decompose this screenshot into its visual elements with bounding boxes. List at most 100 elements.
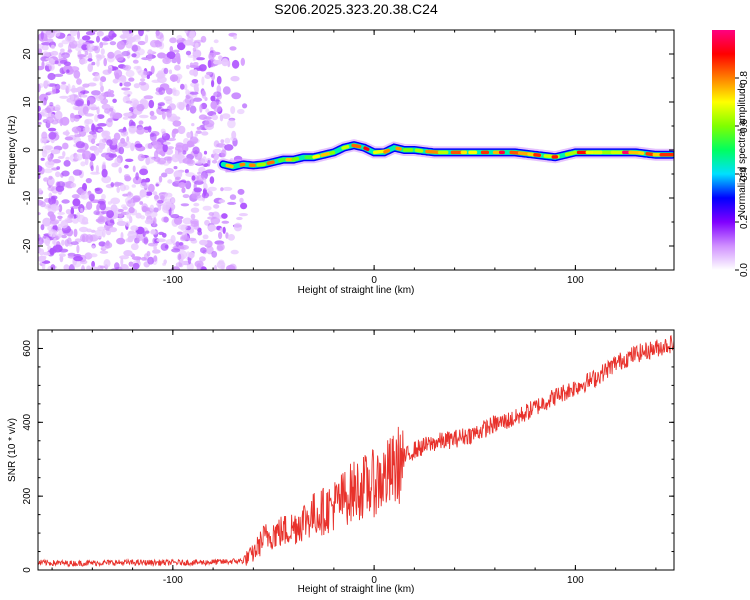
heatmap-noise-cell [100, 85, 104, 93]
heatmap-noise-cell [112, 78, 119, 84]
heatmap-noise-cell [38, 212, 41, 216]
heatmap-noise-cell [64, 136, 74, 141]
heatmap-noise-cell [230, 106, 236, 114]
heatmap-noise-cell [52, 244, 63, 253]
heatmap-noise-cell [74, 238, 83, 243]
heatmap-noise-cell [185, 103, 190, 111]
heatmap-noise-cell [48, 127, 57, 132]
heatmap-noise-cell [61, 52, 70, 59]
heatmap-noise-cell [77, 54, 87, 58]
heatmap-noise-cell [131, 184, 136, 188]
heatmap-noise-cell [71, 194, 80, 199]
heatmap-noise-cell [86, 201, 93, 210]
heatmap-noise-cell [200, 247, 207, 254]
heatmap-noise-cell [47, 72, 56, 81]
heatmap-noise-cell [119, 255, 130, 260]
heatmap-noise-cell [107, 117, 113, 123]
heatmap-noise-cell [144, 34, 149, 44]
heatmap-noise-cell [106, 139, 113, 146]
heatmap-noise-cell [117, 213, 124, 217]
heatmap-noise-cell [230, 136, 238, 141]
heatmap-noise-cell [38, 174, 41, 179]
heatmap-noise-cell [80, 207, 84, 213]
heatmap-noise-cell [61, 81, 67, 85]
heatmap-noise-cell [61, 234, 67, 239]
heatmap-noise-cell [171, 129, 176, 139]
heatmap-noise-cell [125, 238, 134, 243]
heatmap-noise-cell [79, 58, 88, 64]
heatmap-noise-cell [201, 131, 209, 136]
heatmap-noise-cell [94, 147, 100, 156]
signal-track-hotspot [278, 157, 285, 163]
heatmap-noise-cell [221, 149, 227, 158]
heatmap-noise-cell [142, 71, 150, 76]
heatmap-noise-cell [88, 194, 95, 202]
heatmap-noise-cell [93, 210, 100, 216]
heatmap-noise-cell [199, 104, 203, 113]
heatmap-noise-cell [59, 59, 68, 65]
heatmap-noise-cell [100, 76, 107, 83]
heatmap-noise-cell [81, 44, 89, 51]
heatmap-noise-cell [122, 64, 132, 71]
signal-track-hotspot [312, 154, 321, 159]
heatmap-noise-cell [133, 65, 141, 70]
heatmap-noise-cell [65, 156, 70, 161]
colorbar-gradient [712, 30, 735, 270]
heatmap-noise-cell [171, 248, 181, 253]
heatmap-noise-cell [137, 40, 146, 46]
heatmap-noise-cell [91, 245, 95, 249]
spectrogram-y-label: Frequency (Hz) [7, 116, 18, 185]
signal-track-band [219, 141, 674, 171]
heatmap-noise-cell [101, 193, 106, 200]
heatmap-noise-cell [177, 125, 186, 135]
heatmap-noise-cell [146, 30, 150, 33]
heatmap-noise-cell [189, 91, 199, 95]
heatmap-noise-cell [173, 216, 183, 225]
heatmap-noise-cell [200, 266, 207, 270]
heatmap-noise-cell [202, 156, 207, 165]
heatmap-noise-cell [204, 119, 215, 128]
heatmap-noise-cell [122, 193, 128, 197]
heatmap-noise-cell [41, 131, 48, 140]
heatmap-noise-cell [106, 210, 114, 219]
heatmap-noise-cell [107, 51, 115, 59]
heatmap-noise-cell [180, 203, 190, 207]
heatmap-noise-cell [148, 99, 155, 109]
heatmap-noise-cell [61, 39, 70, 45]
heatmap-noise-cell [137, 153, 145, 162]
heatmap-noise-cell [222, 86, 231, 95]
heatmap-noise-cell [84, 113, 95, 117]
heatmap-noise-cell [40, 31, 44, 40]
heatmap-noise-cell [201, 191, 209, 199]
heatmap-noise-cell [195, 161, 203, 165]
heatmap-noise-cell [149, 211, 158, 218]
heatmap-noise-cell [82, 83, 90, 88]
snr-panel: -100 0 100 0 200 400 600 Height of straight li… [7, 329, 675, 595]
heatmap-noise-cell [128, 125, 138, 133]
heatmap-noise-cell [202, 234, 209, 240]
heatmap-noise-cell [40, 157, 45, 161]
heatmap-noise-cell [54, 60, 59, 64]
heatmap-noise-cell [72, 169, 82, 176]
colorbar-tick-label: 0.2 [739, 215, 750, 229]
snr-y-label: SNR (10 * v/v) [7, 418, 18, 482]
heatmap-noise-cell [66, 69, 70, 73]
heatmap-noise-cell [174, 177, 180, 184]
x-tick-label: 0 [371, 275, 377, 286]
heatmap-noise-cell [218, 259, 225, 265]
heatmap-noise-cell [101, 175, 112, 184]
heatmap-noise-cell [96, 204, 100, 212]
heatmap-noise-cell [231, 59, 240, 69]
heatmap-noise-cell [60, 48, 65, 53]
heatmap-signal-track [217, 139, 674, 173]
colorbar-tick-label: 0.8 [739, 71, 750, 85]
heatmap-noise-cell [166, 51, 176, 60]
heatmap-noise-cell [175, 150, 179, 156]
heatmap-noise-cell [52, 159, 61, 164]
colorbar-ticks: 0.0 0.2 0.4 0.6 0.8 [735, 71, 750, 277]
heatmap-noise-cell [123, 112, 133, 117]
heatmap-noise-cell [229, 46, 237, 51]
heatmap-noise-cell [140, 78, 146, 82]
heatmap-noise-cell [94, 229, 104, 239]
